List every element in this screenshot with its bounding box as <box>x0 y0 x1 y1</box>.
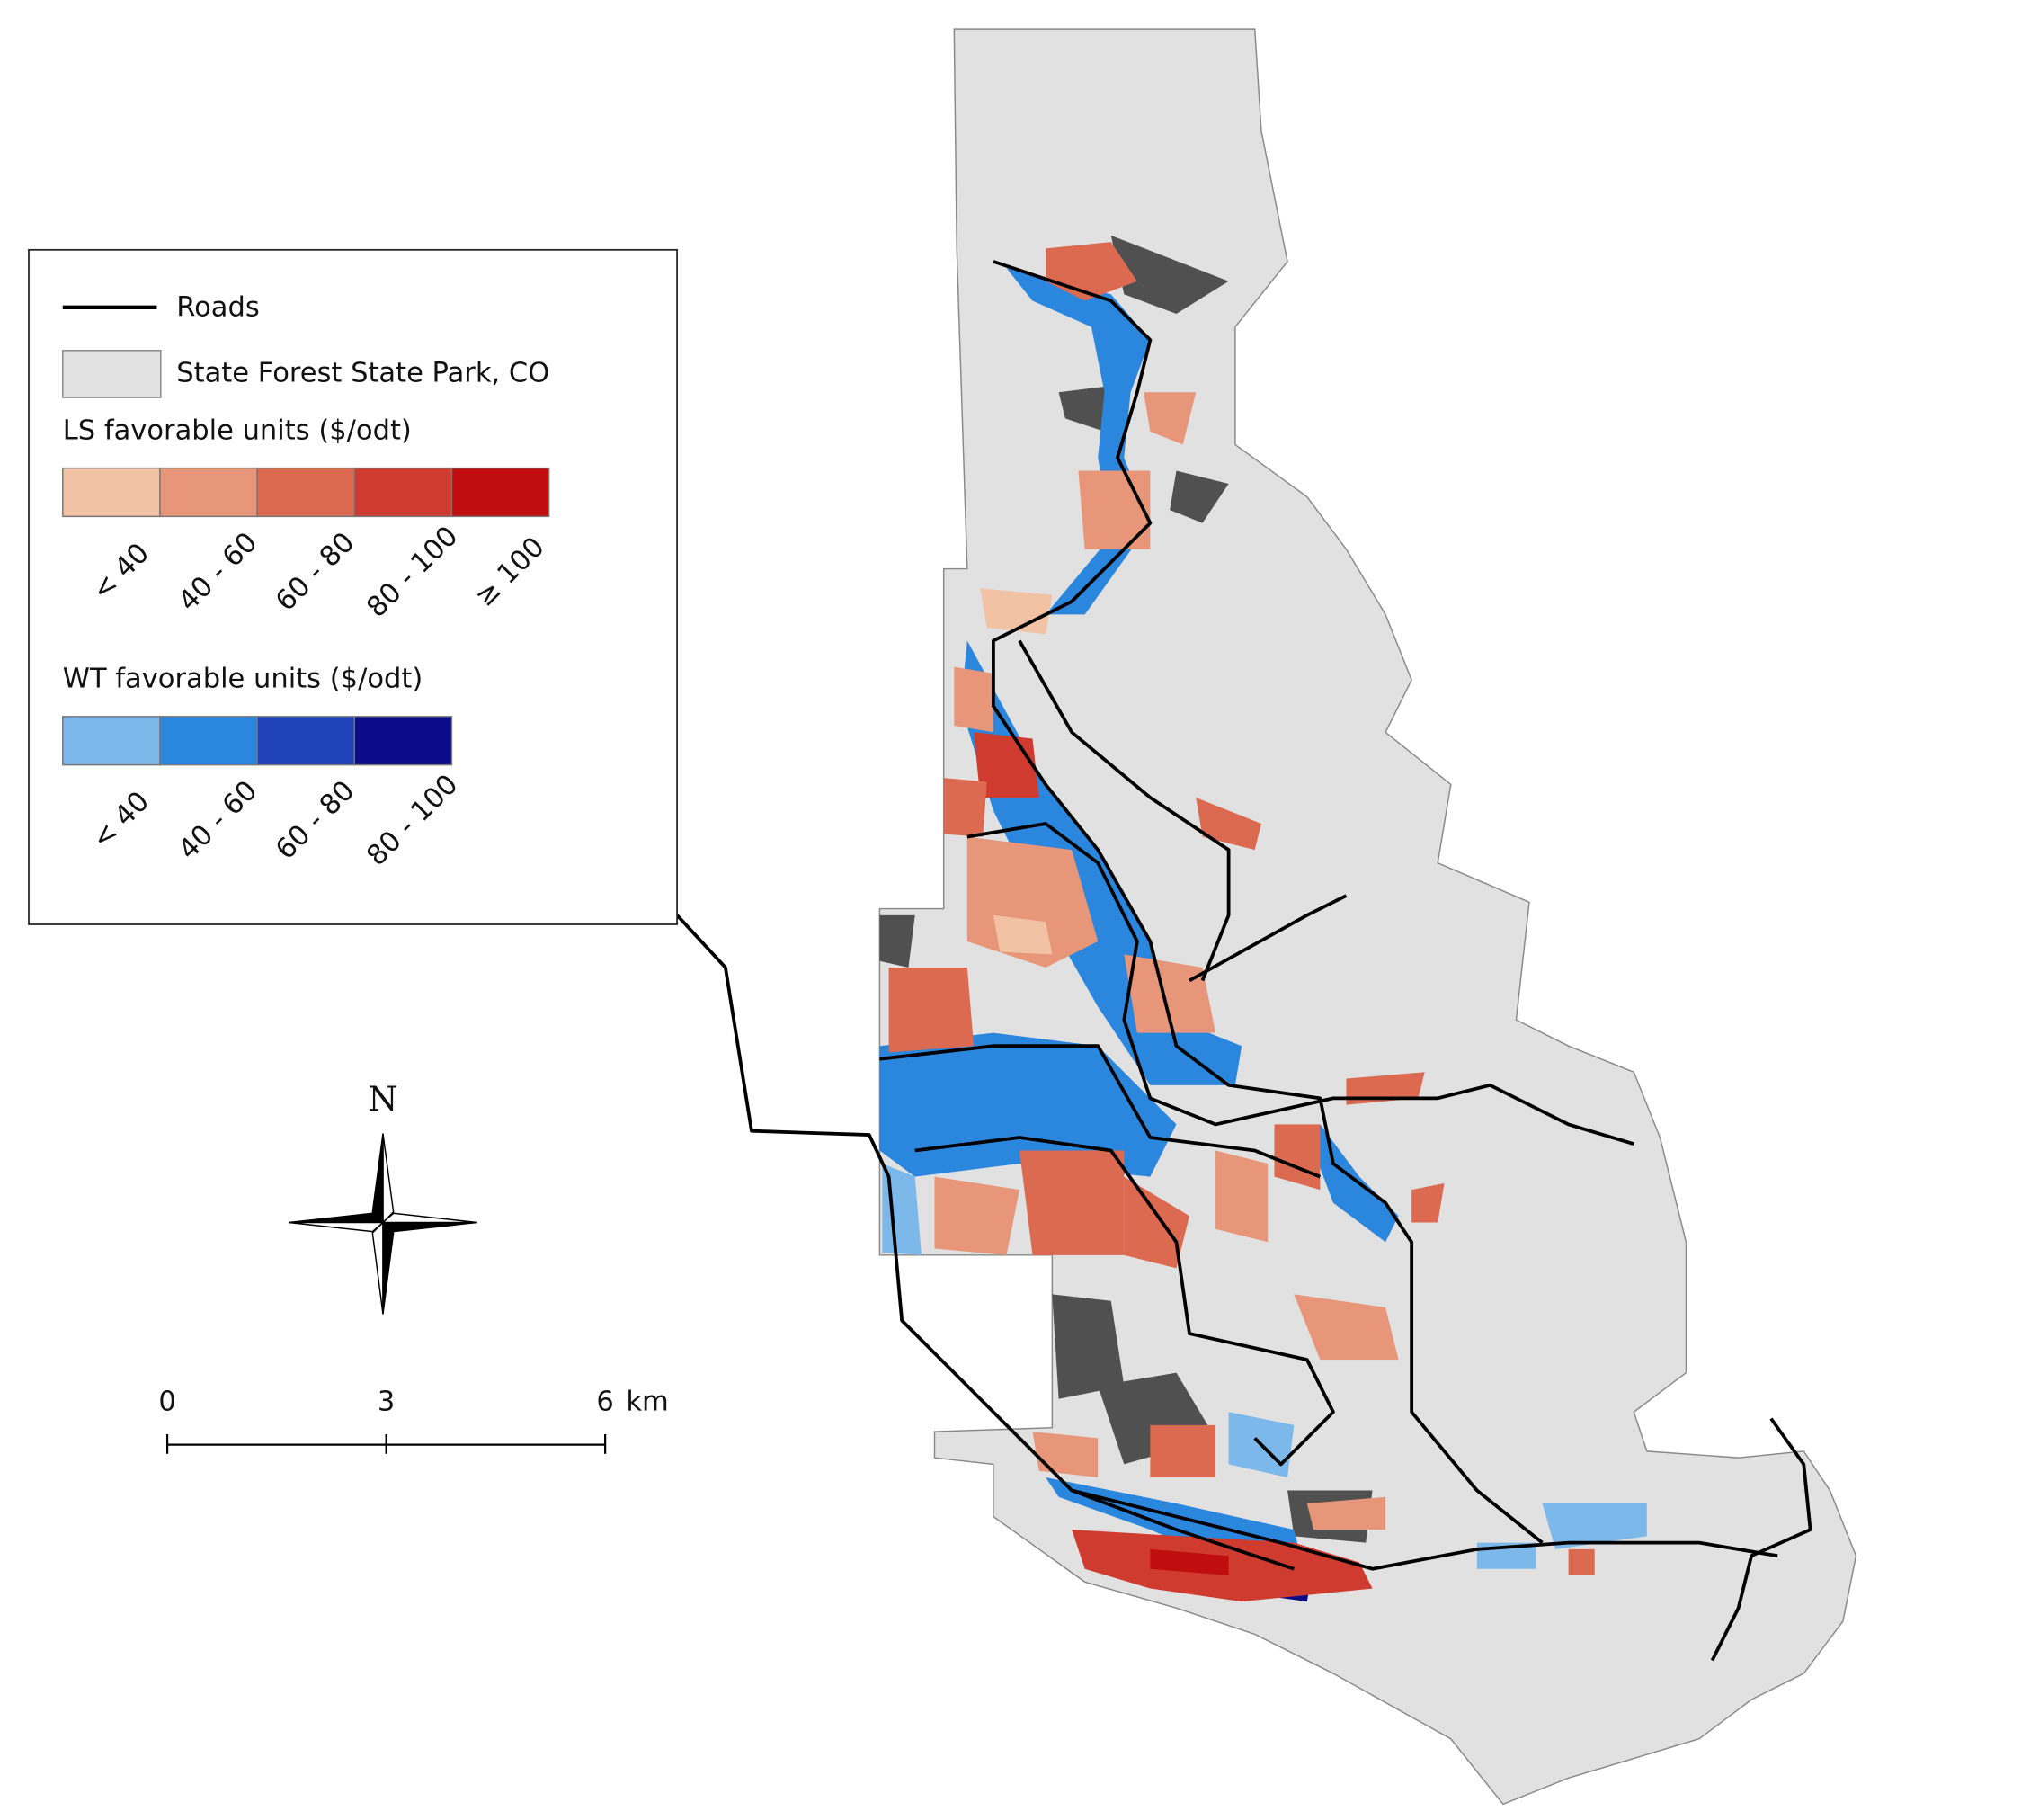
legend-swatch <box>62 467 161 518</box>
legend-swatch <box>256 467 356 518</box>
legend-swatch <box>256 716 356 766</box>
legend-swatch <box>62 716 161 766</box>
legend-park-symbol <box>62 350 162 398</box>
ls-units <box>888 242 1595 1602</box>
legend-wt-title: WT favorable units ($/odt) <box>63 664 423 695</box>
legend-ls-title: LS favorable units ($/odt) <box>63 415 412 446</box>
legend-road-label: Roads <box>176 292 259 324</box>
scale-label: 6 <box>596 1387 613 1418</box>
scale-unit: km <box>626 1387 668 1418</box>
north-label: N <box>368 1079 397 1119</box>
scale-label: 3 <box>378 1387 395 1418</box>
scale-label: 0 <box>158 1387 175 1418</box>
legend-swatch <box>159 716 258 766</box>
legend-swatch <box>450 467 550 518</box>
legend-swatch <box>353 716 453 766</box>
roads <box>675 260 1812 1662</box>
north-arrow <box>289 1133 477 1315</box>
legend-swatch <box>159 467 258 518</box>
legend-swatch <box>353 467 453 518</box>
legend-park-label: State Forest State Park, CO <box>176 357 549 388</box>
